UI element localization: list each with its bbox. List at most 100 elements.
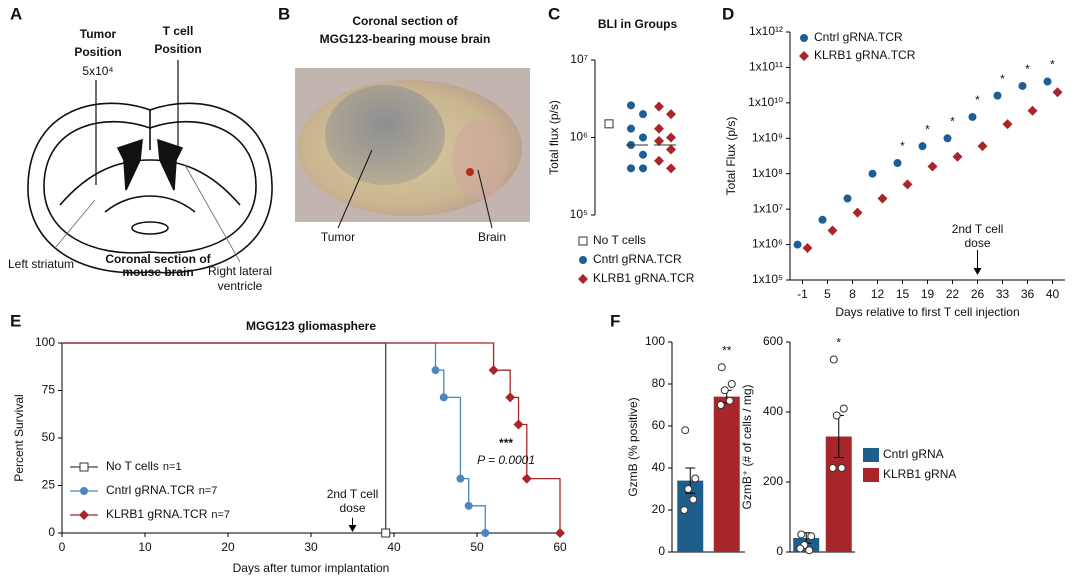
y-tick-label: 200: [763, 474, 783, 488]
significance: *: [1025, 62, 1030, 76]
data-point: [793, 240, 802, 249]
annotation: 2nd T cell: [327, 487, 379, 501]
data-point: [797, 530, 806, 539]
y-tick-label: 100: [35, 335, 55, 349]
data-point: [627, 101, 635, 110]
legend-marker: [799, 51, 809, 61]
event-marker: [431, 366, 440, 375]
data-point: [654, 101, 664, 112]
significance: *: [950, 114, 955, 128]
data-point: [684, 485, 693, 493]
diagram-label: Right lateral: [208, 264, 272, 278]
event-marker: [488, 365, 499, 376]
data-point: [716, 401, 725, 409]
event-marker: [481, 529, 490, 537]
y-tick-label: 1x10⁸: [752, 166, 783, 180]
y-tick-label: 10⁶: [570, 130, 588, 144]
x-tick-label: 0: [59, 540, 66, 554]
significance: *: [975, 93, 980, 107]
y-tick-label: 1x10¹¹: [749, 60, 783, 74]
data-point: [666, 163, 676, 174]
y-tick-label: 1x10⁷: [753, 201, 783, 215]
data-point: [654, 136, 664, 147]
diagram-label: mouse brain: [122, 265, 193, 279]
y-tick-label: 75: [42, 383, 56, 397]
data-point: [720, 386, 729, 395]
y-axis-label: GzmB (% positive): [626, 397, 640, 496]
data-point: [927, 161, 938, 172]
x-tick-label: 30: [304, 540, 318, 554]
arrow-head: [973, 268, 982, 275]
legend-label: KLRB1 gRNA.TCR: [814, 48, 916, 62]
legend-label: Cntrl gRNA.TCR n=7: [106, 483, 217, 497]
significance: *: [1050, 58, 1055, 72]
data-point: [832, 411, 841, 420]
significance: *: [900, 139, 905, 153]
x-tick-label: 22: [946, 287, 960, 301]
diagram-label: Tumor: [80, 27, 117, 41]
chart-title: BLI in Groups: [598, 17, 678, 31]
legend-name: Cntrl gRNA.TCR: [106, 483, 195, 497]
event-marker: [513, 419, 524, 430]
x-tick-label: 33: [996, 287, 1010, 301]
diagram-label: Coronal section of: [105, 252, 211, 266]
y-tick-label: 10⁷: [570, 52, 588, 66]
data-point: [843, 194, 852, 203]
data-point: [639, 133, 647, 142]
x-tick-label: 10: [138, 540, 152, 554]
data-point: [627, 164, 635, 173]
data-point: [666, 132, 676, 143]
y-tick-label: 50: [42, 430, 56, 444]
x-tick-label: 5: [824, 287, 831, 301]
data-point: [802, 243, 813, 254]
data-point: [993, 91, 1002, 100]
data-point: [829, 355, 838, 364]
y-tick-label: 0: [776, 544, 783, 558]
y-tick-label: 60: [652, 418, 666, 432]
data-point: [681, 426, 690, 435]
data-point: [839, 404, 848, 413]
legend-label: KLRB1 gRNA.TCR: [593, 271, 695, 285]
legend-marker: [80, 487, 88, 495]
y-tick-label: 600: [763, 334, 783, 348]
legend-name: No T cells: [106, 459, 159, 473]
legend-label: KLRB1 gRNA: [883, 467, 956, 481]
data-point: [627, 124, 635, 133]
data-point: [796, 544, 805, 553]
x-tick-label: 19: [921, 287, 935, 301]
y-tick-label: 1x10¹²: [749, 24, 783, 38]
legend-label: No T cells: [593, 233, 646, 247]
data-point: [943, 134, 952, 143]
data-point: [725, 396, 734, 405]
data-point: [654, 155, 664, 166]
photo-title: Coronal section of: [352, 14, 458, 28]
significance: *: [925, 122, 930, 136]
data-point: [717, 363, 726, 372]
photo-label: Brain: [478, 230, 506, 244]
photo-title: MGG123-bearing mouse brain: [320, 32, 491, 46]
panel-label: C: [548, 4, 560, 23]
event-marker: [464, 501, 473, 510]
x-tick-label: 60: [553, 540, 567, 554]
y-axis-label: Total Flux (p/s): [724, 117, 738, 196]
y-tick-label: 1x10¹⁰: [748, 95, 783, 109]
x-tick-label: 20: [221, 540, 235, 554]
legend-name: KLRB1 gRNA.TCR: [106, 507, 208, 521]
y-tick-label: 40: [652, 460, 666, 474]
y-axis-label: Total flux (p/s): [547, 100, 561, 175]
panel-label: B: [278, 4, 290, 23]
x-tick-label: 12: [871, 287, 885, 301]
data-point: [691, 474, 700, 483]
data-point: [977, 141, 988, 152]
data-point: [1002, 119, 1013, 130]
diagram-label: Left striatum: [8, 257, 74, 271]
data-point: [952, 151, 963, 162]
legend-marker: [578, 274, 588, 284]
y-tick-label: 0: [658, 544, 665, 558]
event-marker: [456, 474, 465, 483]
event-marker: [555, 528, 565, 538]
data-point: [666, 144, 676, 155]
legend-label: Cntrl gRNA.TCR: [593, 252, 682, 266]
survival-line: [62, 342, 486, 533]
